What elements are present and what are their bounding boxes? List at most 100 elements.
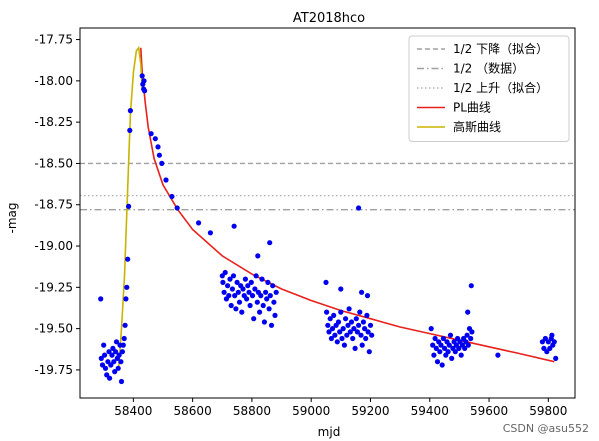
data-point-15: [112, 369, 118, 375]
data-point-125: [353, 316, 359, 322]
data-point-128: [357, 309, 363, 315]
data-point-127: [356, 322, 362, 328]
data-point-168: [458, 352, 464, 358]
data-point-153: [440, 335, 446, 342]
data-point-154: [442, 345, 448, 351]
data-point-110: [335, 319, 342, 325]
data-point-129: [358, 332, 364, 338]
x-tick-label: 59600: [470, 404, 508, 418]
x-tick-label: 59200: [351, 404, 389, 418]
data-point-171: [462, 345, 468, 351]
y-tick-label: -18.25: [34, 115, 73, 129]
data-point-20: [116, 352, 122, 358]
data-point-82: [258, 293, 264, 299]
data-point-100: [324, 309, 330, 315]
x-tick-label: 58600: [174, 404, 212, 418]
data-point-17: [113, 339, 120, 345]
data-point-101: [325, 322, 331, 328]
legend-box: [408, 35, 570, 142]
data-point-10: [107, 375, 113, 381]
legend-label-5: 高斯曲线: [453, 119, 501, 134]
data-point-105: [329, 326, 336, 332]
plot-area: [79, 27, 576, 399]
data-point-41: [155, 144, 161, 150]
data-point-69: [242, 276, 248, 282]
data-point-28: [123, 296, 129, 302]
data-point-12: [109, 352, 115, 358]
data-point-137: [367, 322, 374, 328]
y-tick-label: -18.75: [34, 198, 73, 212]
legend-label-3: 1/2 上升（拟合）: [453, 80, 548, 95]
data-point-116: [343, 316, 349, 322]
data-point-45: [169, 193, 175, 200]
data-point-180: [495, 352, 501, 358]
data-point-130: [359, 342, 365, 348]
data-point-16: [113, 349, 119, 355]
data-point-39: [148, 131, 154, 137]
data-point-34: [139, 73, 145, 79]
data-point-106: [331, 312, 337, 318]
data-point-76: [251, 316, 257, 322]
data-point-103: [327, 316, 333, 322]
data-point-58: [229, 286, 235, 292]
data-point-113: [339, 335, 345, 342]
data-point-126: [354, 329, 360, 335]
data-point-23: [118, 378, 125, 385]
data-point-124: [352, 345, 358, 351]
y-tick-label: -19.00: [34, 239, 73, 253]
data-point-94: [272, 312, 278, 318]
data-point-30: [125, 256, 131, 262]
x-tick-label: 58800: [233, 404, 271, 418]
data-point-84: [260, 302, 266, 309]
data-point-71: [245, 283, 251, 289]
data-point-90: [267, 293, 273, 299]
data-point-57: [228, 302, 234, 309]
data-point-22: [118, 359, 124, 365]
axes-frame: [79, 27, 576, 399]
data-point-43: [159, 160, 165, 166]
chart-title: AT2018hco: [293, 11, 365, 26]
data-point-163: [452, 349, 458, 355]
legend-label-1: 1/2 下降（拟合）: [453, 41, 548, 56]
data-point-98: [267, 240, 273, 246]
data-point-67: [240, 286, 246, 292]
watermark: CSDN @asu552: [502, 422, 589, 435]
plot-content: [80, 45, 575, 385]
data-point-25: [120, 342, 126, 348]
data-point-148: [434, 359, 441, 365]
data-point-9: [106, 349, 112, 355]
data-point-99: [323, 279, 329, 285]
data-point-85: [261, 319, 267, 325]
data-point-140: [359, 289, 365, 295]
y-tick-label: -18.00: [34, 74, 73, 88]
data-point-44: [163, 177, 169, 183]
data-point-29: [124, 284, 130, 290]
data-point-112: [338, 309, 344, 315]
data-point-55: [226, 293, 232, 299]
legend-label-2: 1/2 （数据）: [453, 61, 524, 76]
data-point-38: [141, 78, 147, 84]
data-point-24: [119, 349, 125, 355]
data-point-87: [264, 296, 270, 302]
data-point-151: [438, 342, 444, 348]
data-point-181: [539, 339, 546, 345]
data-point-95: [273, 289, 279, 295]
x-tick-label: 59000: [292, 404, 330, 418]
data-point-160: [449, 355, 455, 361]
data-point-46: [174, 205, 180, 211]
data-point-14: [111, 359, 117, 365]
axis-ticks: 58400 58600 58800 59000 59200 59400 59600 59800…: [34, 33, 567, 418]
data-point-52: [222, 269, 228, 276]
y-tick-label: -19.50: [34, 322, 73, 336]
data-point-70: [244, 296, 250, 302]
data-point-60: [232, 293, 238, 299]
data-point-97: [255, 253, 261, 259]
series-line-2: [117, 45, 143, 370]
data-point-135: [365, 329, 371, 335]
data-point-176: [468, 335, 474, 342]
data-point-74: [248, 279, 254, 285]
y-tick-label: -19.25: [34, 280, 73, 294]
data-point-178: [468, 283, 474, 289]
data-point-4: [101, 342, 107, 348]
